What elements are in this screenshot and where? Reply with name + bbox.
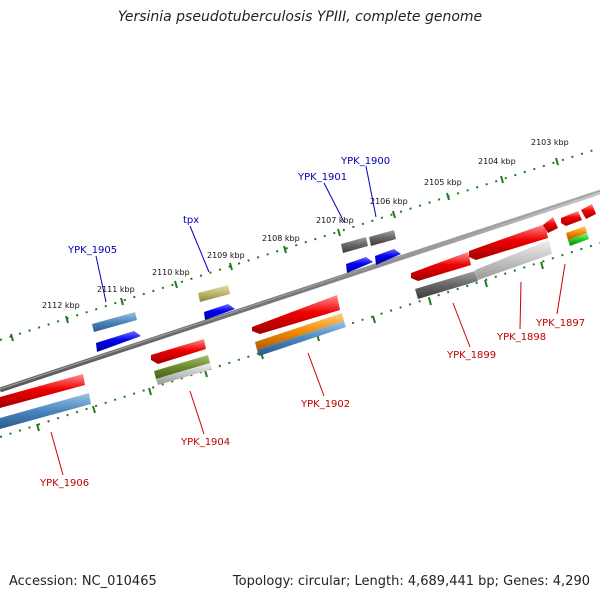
feature-bar[interactable] [257,321,346,356]
gene-label-ypk1899[interactable]: YPK_1899 [446,350,496,361]
gene-label-ypk1906[interactable]: YPK_1906 [39,478,89,489]
gene-arrow-ypk1904[interactable] [151,339,206,364]
feature-bar[interactable] [156,363,212,385]
ruler-label: 2107 kbp [316,216,354,225]
ruler-label: 2112 kbp [42,301,80,310]
gene-arrow-ypk1898[interactable] [469,224,548,260]
ruler-label: 2111 kbp [97,285,135,294]
feature-bar[interactable] [0,393,91,429]
gene-arrow-tpx[interactable] [204,304,235,320]
feature-bar[interactable] [198,285,230,302]
gene-label-ypk1897[interactable]: YPK_1897 [535,318,585,329]
gene-label-ypk1900[interactable]: YPK_1900 [340,156,390,167]
feature-bar[interactable] [92,312,137,332]
forward-label-leaders [95,165,377,303]
ruler-label: 2110 kbp [152,268,190,277]
ruler-label: 2105 kbp [424,178,462,187]
feature-bar[interactable] [475,240,552,280]
gene-label-tpx[interactable]: tpx [183,215,199,226]
outer-ruler-ticks [10,157,559,342]
gene-label-ypk1904[interactable]: YPK_1904 [180,437,230,448]
gene-label-ypk1902[interactable]: YPK_1902 [300,399,350,410]
ruler-label: 2104 kbp [478,157,516,166]
genome-summary-text: Topology: circular; Length: 4,689,441 bp… [232,574,590,589]
gene-arrow-ypk1897[interactable] [561,211,582,226]
reverse-gene-labels: YPK_1906 YPK_1904 YPK_1902 YPK_1899 YPK_… [39,318,585,489]
reverse-strand-features [0,204,596,429]
forward-gene-labels: YPK_1905 tpx YPK_1901 YPK_1900 [67,156,390,256]
feature-bar[interactable] [341,237,368,253]
gene-label-ypk1901[interactable]: YPK_1901 [297,172,347,183]
ruler-label: 2106 kbp [370,197,408,206]
gene-label-ypk1898[interactable]: YPK_1898 [496,332,546,343]
gene-arrow-ypk1899[interactable] [411,252,471,281]
ruler-label: 2108 kbp [262,234,300,243]
accession-text: Accession: NC_010465 [9,574,157,589]
feature-bar[interactable] [369,230,396,246]
gene-arrow-ypk1906[interactable] [0,374,85,408]
ruler-labels: 2112 kbp 2111 kbp 2110 kbp 2109 kbp 2108… [42,138,569,310]
ruler-label: 2103 kbp [531,138,569,147]
ruler-label: 2109 kbp [207,251,245,260]
feature-bar[interactable] [415,271,478,299]
forward-strand-features [92,230,401,352]
gene-label-ypk1905[interactable]: YPK_1905 [67,245,117,256]
feature-bar[interactable] [154,355,210,379]
outer-ruler [0,147,600,342]
feature-bar[interactable] [255,313,344,350]
feature-bar[interactable] [568,233,589,246]
gene-arrow-ypk1905[interactable] [96,331,141,352]
map-title: Yersinia pseudotuberculosis YPIII, compl… [117,9,483,25]
reverse-label-leaders [50,263,566,476]
gene-arrow-ypk1900[interactable] [375,249,401,265]
gene-arrow-ypk1902[interactable] [252,295,340,334]
feature-bar[interactable] [566,226,587,240]
gene-arrow-ypk1901[interactable] [346,257,373,273]
genome-backbone [0,189,600,393]
gene-arrow-small[interactable] [581,204,596,219]
gene-arrow-small[interactable] [543,217,558,233]
